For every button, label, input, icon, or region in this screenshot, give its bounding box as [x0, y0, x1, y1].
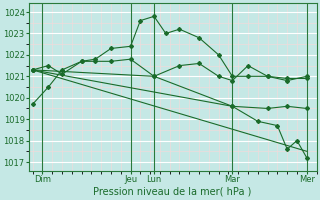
X-axis label: Pression niveau de la mer( hPa ): Pression niveau de la mer( hPa ): [93, 187, 252, 197]
